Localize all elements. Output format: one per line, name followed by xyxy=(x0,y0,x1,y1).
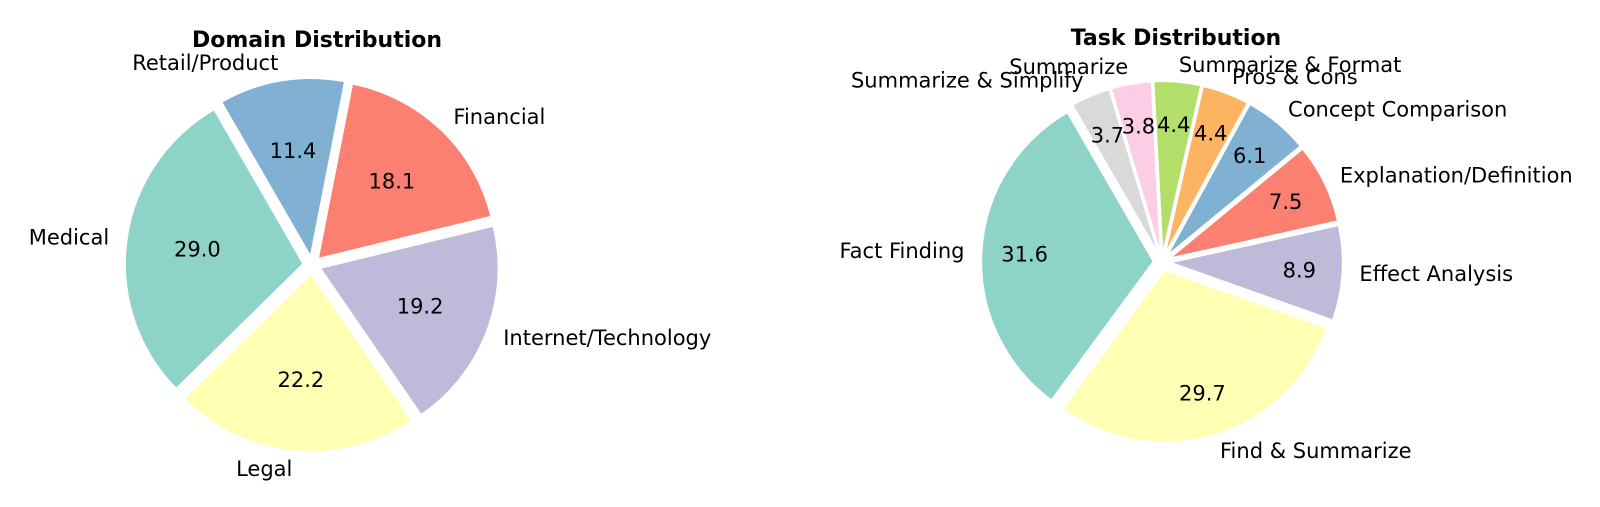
domain-category-label-medical: Medical xyxy=(29,225,109,249)
domain-category-label-legal: Legal xyxy=(236,457,292,481)
task-labels: 31.6 Fact Finding 29.7 Find & Summarize 8.9 E… xyxy=(840,53,1573,463)
domain-category-label-internet-technology: Internet/Technology xyxy=(503,326,711,350)
domain-category-label-retail-product: Retail/Product xyxy=(132,51,278,75)
domain-slice-internet-technology xyxy=(319,225,500,416)
domain-slice-medical xyxy=(124,108,305,390)
domain-value-label-legal: 22.2 xyxy=(278,368,325,392)
task-category-label-fact-finding: Fact Finding xyxy=(840,239,965,263)
domain-chart-title: Domain Distribution xyxy=(192,28,442,53)
domain-labels: 29.0 Medical 22.2 Legal 19.2 Internet/Technol… xyxy=(29,51,712,481)
task-category-label-effect-analysis: Effect Analysis xyxy=(1359,262,1513,286)
task-slice-pros-cons xyxy=(1164,85,1249,255)
task-value-label-fact-finding: 31.6 xyxy=(1001,242,1048,266)
task-slice-summarize xyxy=(1110,80,1162,254)
task-value-label-effect-analysis: 8.9 xyxy=(1283,258,1316,282)
task-category-label-concept-comparison: Concept Comparison xyxy=(1288,98,1507,122)
task-slice-fact-finding xyxy=(980,111,1155,402)
task-value-label-summarize: 3.8 xyxy=(1122,114,1155,138)
domain-wedges xyxy=(124,77,500,453)
task-slice-effect-analysis xyxy=(1167,224,1344,322)
task-value-label-pros-cons: 4.4 xyxy=(1194,121,1227,145)
task-pie-chart: Task Distribution 31.6 Fact Finding 29.7 Fi… xyxy=(840,26,1573,463)
domain-value-label-medical: 29.0 xyxy=(174,237,221,261)
task-category-label-summarize-format: Summarize & Format xyxy=(1179,53,1402,77)
task-category-label-find-summarize: Find & Summarize xyxy=(1220,439,1412,463)
task-value-label-find-summarize: 29.7 xyxy=(1179,382,1226,406)
domain-value-label-retail-product: 11.4 xyxy=(270,139,317,163)
task-slice-summarize-simplify xyxy=(1071,88,1160,255)
domain-value-label-internet-technology: 19.2 xyxy=(397,294,444,318)
task-value-label-concept-comparison: 6.1 xyxy=(1233,144,1266,168)
task-category-label-explanation-definition: Explanation/Definition xyxy=(1340,163,1573,187)
task-slice-summarize-format xyxy=(1152,80,1202,254)
domain-category-label-financial: Financial xyxy=(453,105,545,129)
task-value-label-explanation-definition: 7.5 xyxy=(1269,190,1302,214)
task-wedges xyxy=(980,80,1344,443)
task-category-label-summarize: Summarize xyxy=(1009,55,1128,79)
task-chart-title: Task Distribution xyxy=(1071,26,1281,51)
domain-slice-legal xyxy=(183,272,414,453)
task-slice-find-summarize xyxy=(1061,269,1328,443)
domain-pie-chart: Domain Distribution 29.0 Medical 22.2 Legal… xyxy=(29,28,712,481)
task-category-label-pros-cons: Pros & Cons xyxy=(1232,65,1358,89)
task-slice-concept-comparison xyxy=(1166,103,1302,256)
task-value-label-summarize-simplify: 3.7 xyxy=(1091,124,1124,148)
task-slice-explanation-definition xyxy=(1169,147,1339,259)
domain-slice-financial xyxy=(317,83,492,260)
task-category-label-summarize-simplify: Summarize & Simplify xyxy=(851,68,1084,92)
domain-value-label-financial: 18.1 xyxy=(369,169,416,193)
task-value-label-summarize-format: 4.4 xyxy=(1157,113,1190,137)
domain-slice-retail-product xyxy=(220,77,346,259)
